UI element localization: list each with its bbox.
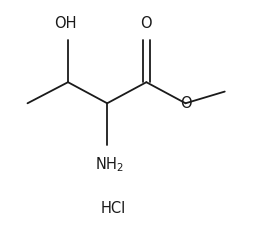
Text: OH: OH (54, 16, 77, 31)
Text: NH$_2$: NH$_2$ (95, 155, 124, 173)
Text: O: O (180, 96, 191, 111)
Text: HCl: HCl (101, 201, 126, 216)
Text: O: O (140, 16, 152, 31)
